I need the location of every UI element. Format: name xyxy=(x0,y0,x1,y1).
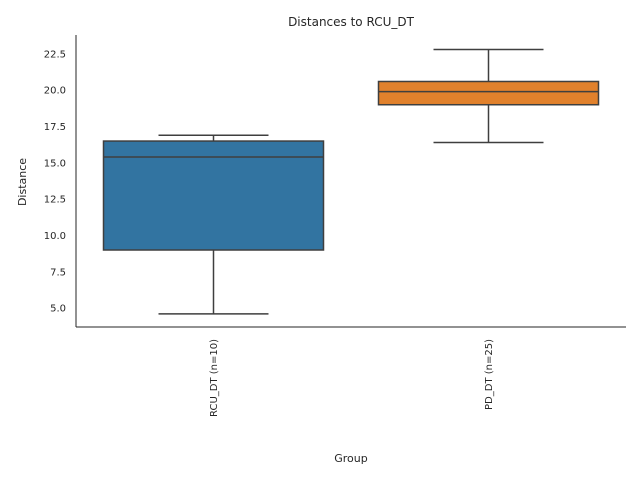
y-tick-label: 7.5 xyxy=(50,267,66,278)
y-tick-label: 15.0 xyxy=(44,158,66,169)
iqr-box xyxy=(102,140,325,251)
x-tick-label: PD_DT (n=25) xyxy=(484,339,495,410)
y-tick-label: 20.0 xyxy=(44,86,66,97)
iqr-box xyxy=(377,80,600,106)
y-tick-label: 17.5 xyxy=(44,122,66,133)
y-tick-label: 10.0 xyxy=(44,231,66,242)
box-group-1 xyxy=(102,134,325,315)
y-tick-label: 5.0 xyxy=(50,304,66,315)
x-axis-title: Group xyxy=(334,452,368,465)
x-tick-label: RCU_DT (n=10) xyxy=(209,339,220,417)
y-tick-label: 12.5 xyxy=(44,195,66,206)
box-group-2 xyxy=(377,48,600,144)
y-tick-label: 22.5 xyxy=(44,49,66,60)
y-axis-title: Distance xyxy=(16,158,29,206)
chart-title: Distances to RCU_DT xyxy=(288,15,415,29)
